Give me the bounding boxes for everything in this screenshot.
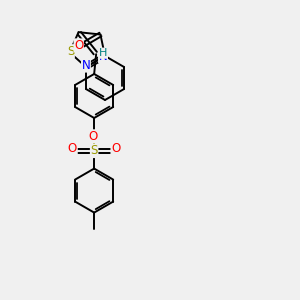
Text: O: O (74, 39, 83, 52)
Text: N: N (82, 59, 90, 72)
Text: O: O (88, 130, 98, 143)
Text: H: H (99, 48, 107, 58)
Text: O: O (68, 142, 77, 155)
Text: S: S (67, 45, 74, 58)
Text: N: N (99, 50, 107, 62)
Text: S: S (91, 145, 98, 158)
Text: O: O (111, 142, 121, 155)
